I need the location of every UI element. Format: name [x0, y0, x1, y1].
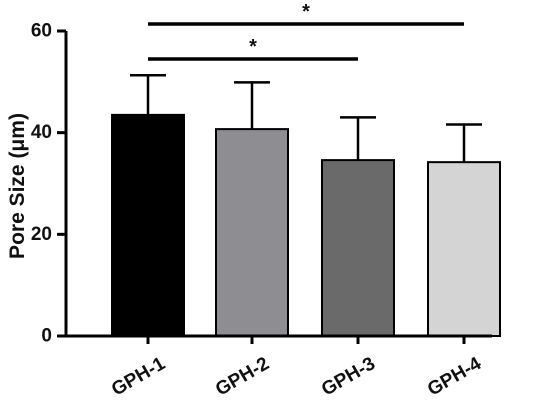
bar-gph-2	[215, 128, 289, 337]
x-tick-label-gph-2: GPH-2	[212, 353, 273, 400]
y-tick-label-60: 60	[31, 21, 52, 42]
x-tick-label-gph-3: GPH-3	[318, 353, 379, 400]
x-tick-label-gph-1: GPH-1	[108, 353, 169, 400]
significance-star-1: *	[302, 1, 310, 23]
significance-star-2: *	[249, 36, 257, 58]
bar-gph-1	[111, 113, 185, 337]
y-axis-title: Pore Size (μm)	[6, 113, 29, 259]
x-tick-label-gph-4: GPH-4	[424, 353, 485, 400]
bar-gph-3	[321, 159, 395, 337]
bar-gph-4	[427, 161, 501, 337]
y-tick-label-0: 0	[41, 326, 52, 347]
y-tick-label-40: 40	[31, 122, 52, 143]
y-tick-label-20: 20	[31, 224, 52, 245]
